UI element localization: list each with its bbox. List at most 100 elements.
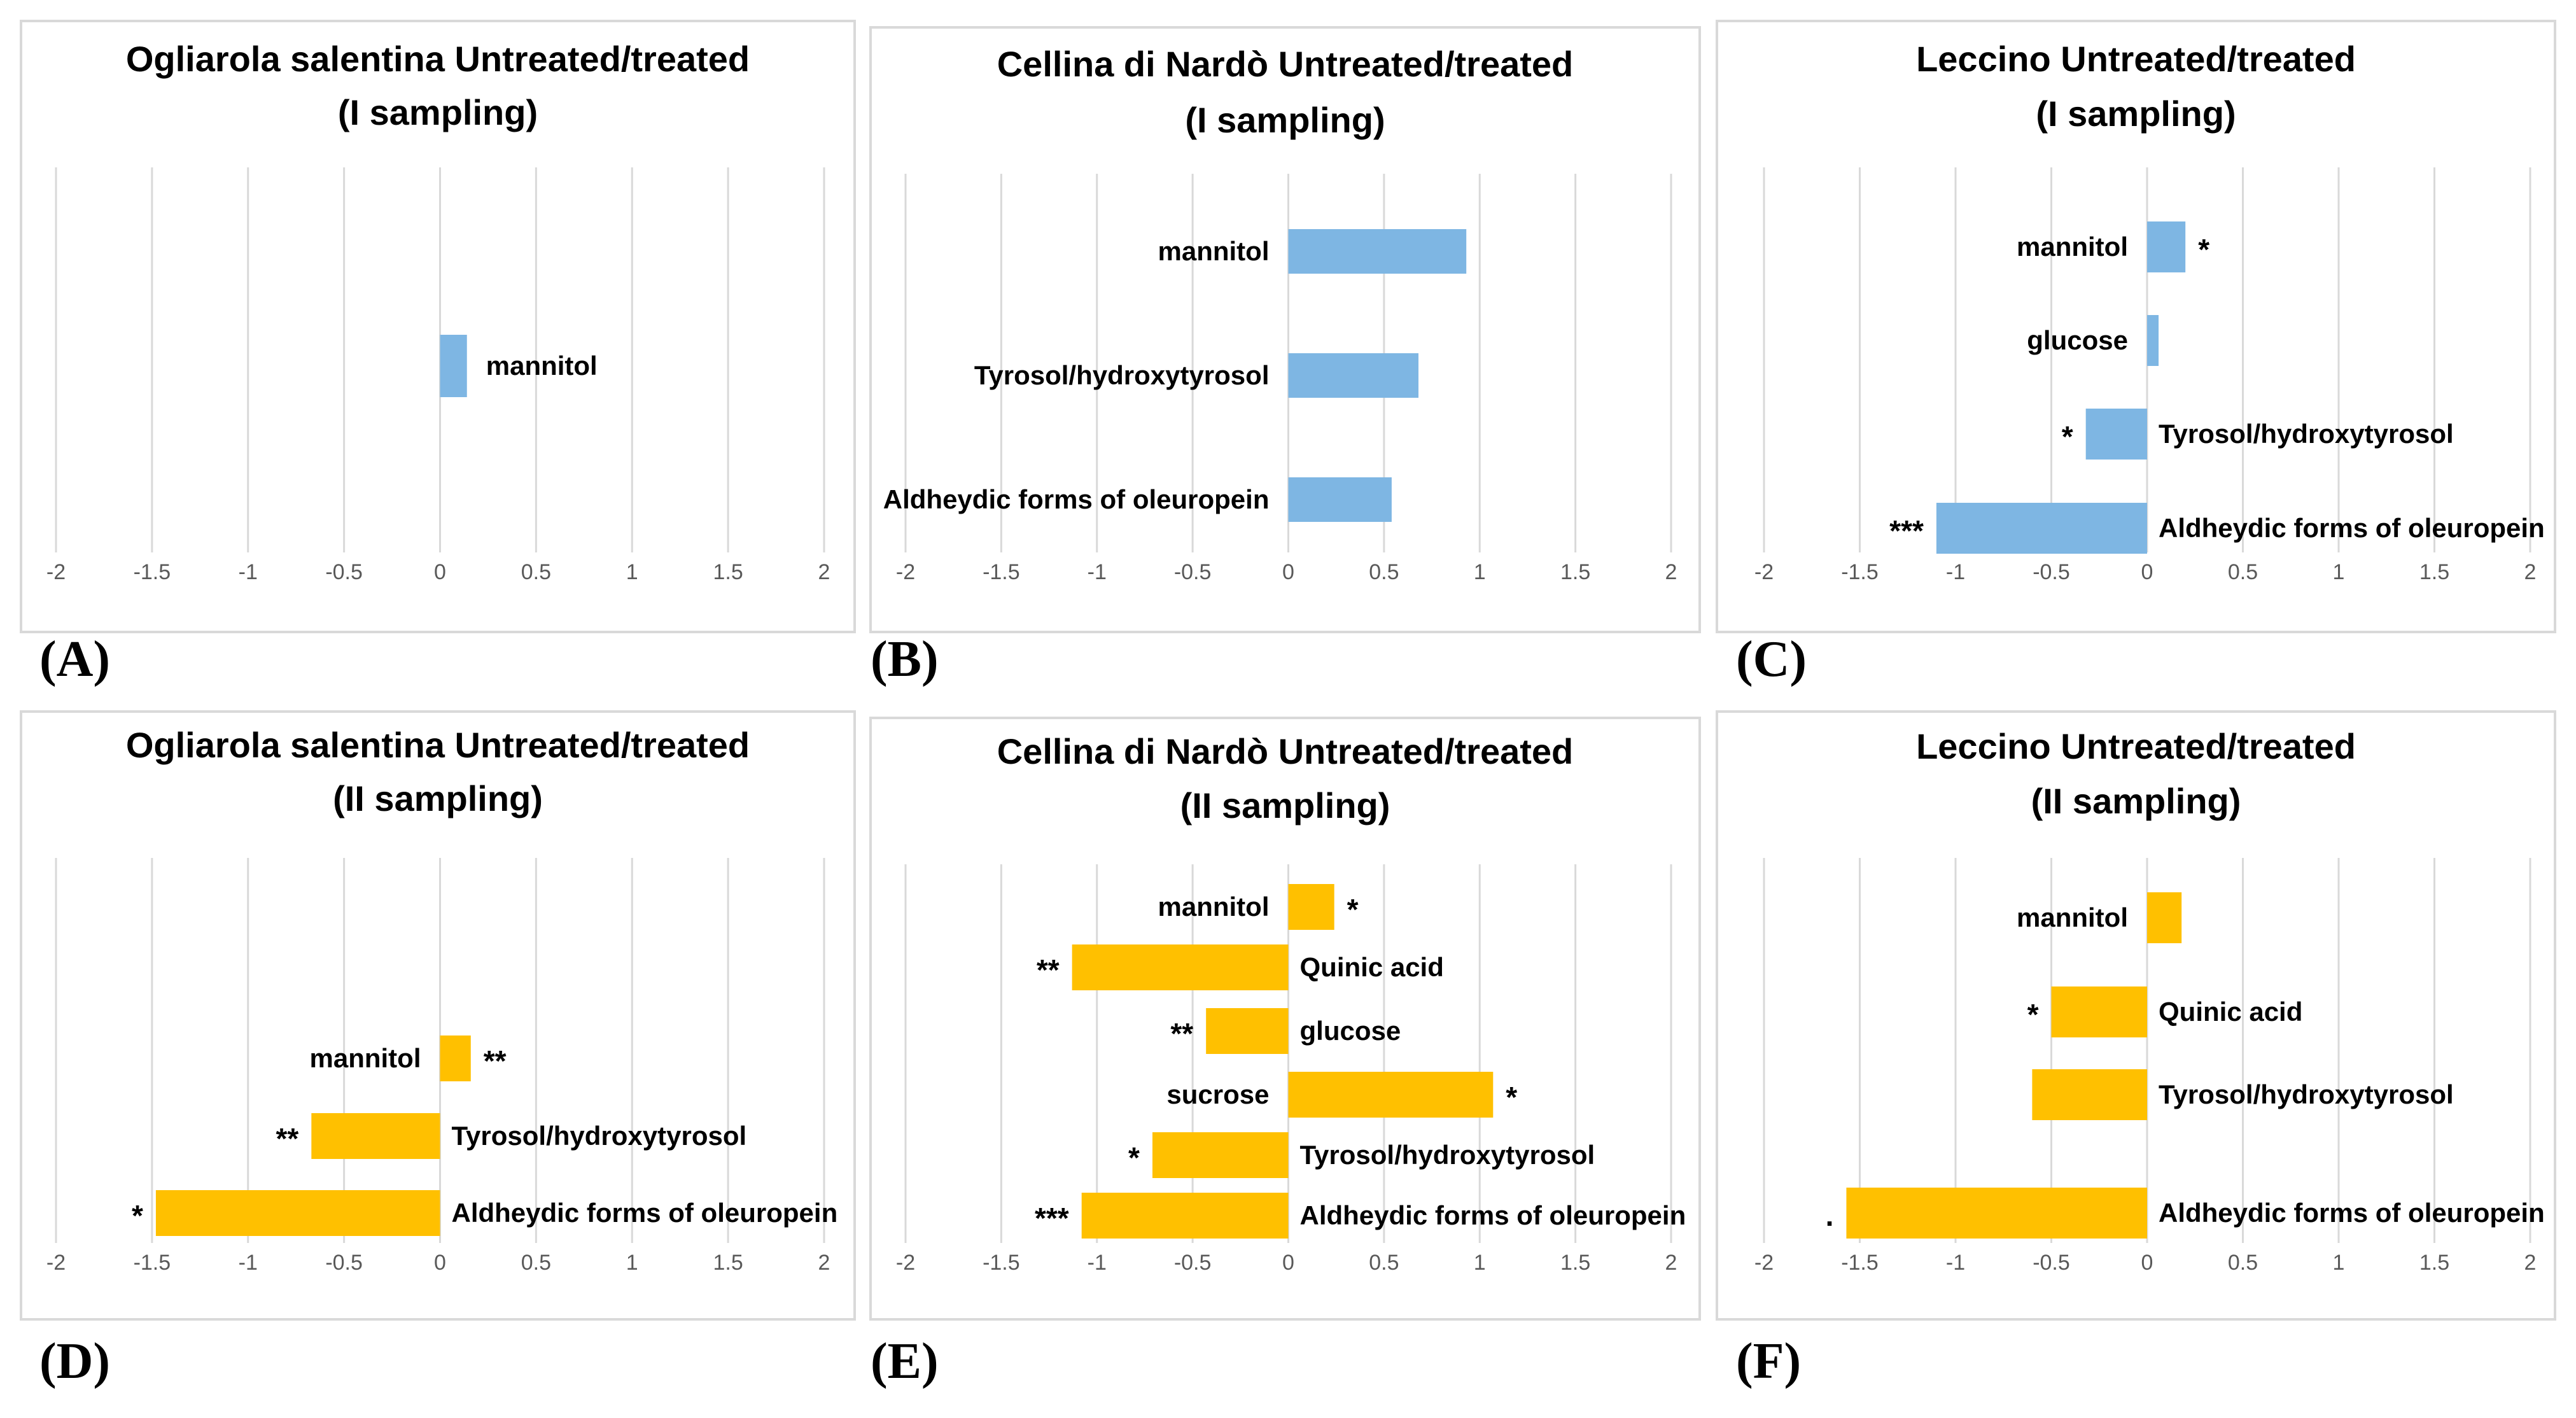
bar-category-label: mannitol: [2017, 902, 2128, 932]
x-tick-label: -1.5: [134, 1251, 171, 1275]
chart-title: Ogliarola salentina Untreated/treated: [126, 39, 750, 79]
bar: [440, 335, 467, 397]
significance-marker: *: [2027, 998, 2039, 1031]
x-tick-label: -1: [1088, 560, 1107, 584]
x-tick-label: 2: [1665, 1251, 1677, 1275]
significance-marker: **: [1170, 1017, 1193, 1050]
bar-category-label: mannitol: [486, 351, 598, 381]
bar-category-label: Aldheydic forms of oleuropein: [452, 1198, 838, 1228]
x-tick-label: -1.5: [1841, 1251, 1879, 1275]
x-tick-label: 0.5: [521, 560, 551, 584]
x-tick-label: 1: [626, 560, 638, 584]
bar-category-label: Aldheydic forms of oleuropein: [1300, 1200, 1686, 1230]
chart-title: Ogliarola salentina Untreated/treated: [126, 725, 750, 765]
bar: [1152, 1132, 1289, 1178]
x-tick-label: 1.5: [1560, 1251, 1590, 1275]
bar-category-label: glucose: [1300, 1016, 1401, 1046]
chart-subtitle: (I sampling): [338, 92, 538, 132]
x-tick-label: 0: [1282, 1251, 1294, 1275]
x-tick-label: 1: [1474, 1251, 1486, 1275]
chart-subtitle: (II sampling): [333, 778, 543, 818]
significance-marker: *: [1128, 1141, 1140, 1174]
x-tick-label: 0: [1282, 560, 1294, 584]
bar-category-label: Tyrosol/hydroxytyrosol: [1300, 1140, 1595, 1170]
x-tick-label: -2: [896, 560, 915, 584]
x-tick-label: -2: [46, 1251, 66, 1275]
significance-marker: *: [1347, 893, 1359, 926]
x-tick-label: 0: [2141, 560, 2153, 584]
significance-marker: *: [2198, 233, 2209, 266]
chart-title: Cellina di Nardò Untreated/treated: [997, 44, 1574, 84]
bar-category-label: Quinic acid: [2159, 997, 2302, 1027]
significance-marker: .: [1826, 1199, 1834, 1232]
bar: [1288, 229, 1467, 274]
bar-category-label: Tyrosol/hydroxytyrosol: [452, 1121, 747, 1151]
bar-category-label: Aldheydic forms of oleuropein: [2159, 513, 2545, 543]
significance-marker: *: [132, 1199, 143, 1232]
x-tick-label: -0.5: [325, 1251, 363, 1275]
bar-category-label: sucrose: [1166, 1079, 1269, 1109]
x-tick-label: 2: [818, 1251, 830, 1275]
significance-marker: **: [484, 1044, 507, 1078]
bar-category-label: Aldheydic forms of oleuropein: [2159, 1198, 2545, 1228]
x-tick-label: 0.5: [2228, 560, 2258, 584]
x-tick-label: 2: [1665, 560, 1677, 584]
x-tick-label: -2: [896, 1251, 915, 1275]
panel-label: (A): [39, 631, 110, 687]
x-tick-label: -1: [239, 1251, 258, 1275]
x-tick-label: 0.5: [2228, 1251, 2258, 1275]
x-tick-label: -1.5: [983, 560, 1020, 584]
bar: [1288, 884, 1334, 930]
panel-label: (D): [39, 1333, 110, 1389]
significance-marker: *: [2062, 420, 2073, 453]
bar-category-label: Tyrosol/hydroxytyrosol: [974, 360, 1270, 390]
x-tick-label: -1.5: [134, 560, 171, 584]
bar-category-label: mannitol: [2017, 232, 2128, 262]
panel-label: (B): [871, 631, 939, 687]
x-tick-label: 0: [434, 1251, 446, 1275]
x-tick-label: 0: [434, 560, 446, 584]
bar: [1936, 503, 2147, 554]
bar-category-label: Tyrosol/hydroxytyrosol: [2159, 1079, 2454, 1109]
bar: [1288, 353, 1419, 398]
x-tick-label: -1.5: [1841, 560, 1879, 584]
bar: [1288, 477, 1392, 522]
bar-category-label: Quinic acid: [1300, 952, 1444, 982]
x-tick-label: 1: [2333, 1251, 2345, 1275]
bar: [1072, 944, 1289, 990]
bar: [2147, 315, 2159, 366]
panel-label: (F): [1736, 1333, 1801, 1389]
chart-title: Cellina di Nardò Untreated/treated: [997, 731, 1574, 771]
x-tick-label: -0.5: [1174, 560, 1212, 584]
chart-panel-4: -2 -1.5 -1 -0.5 0 0.5 1 1.5 2 Ogliarola salentina…: [20, 710, 856, 1389]
significance-marker: **: [1037, 953, 1060, 986]
bar: [1206, 1008, 1289, 1054]
chart-subtitle: (I sampling): [2036, 94, 2236, 134]
bar-category-label: mannitol: [310, 1043, 421, 1073]
bar: [2147, 221, 2186, 272]
panel-label: (E): [871, 1333, 939, 1389]
x-tick-label: 1: [1474, 560, 1486, 584]
x-tick-label: 1.5: [2419, 1251, 2449, 1275]
bar-category-label: Tyrosol/hydroxytyrosol: [2159, 419, 2454, 449]
x-tick-label: 0.5: [521, 1251, 551, 1275]
x-tick-label: -2: [1754, 1251, 1774, 1275]
significance-marker: **: [276, 1122, 299, 1155]
bar-category-label: Aldheydic forms of oleuropein: [883, 484, 1270, 514]
bar: [2085, 409, 2147, 460]
chart-subtitle: (I sampling): [1185, 100, 1385, 140]
bar-category-label: mannitol: [1158, 892, 1270, 922]
chart-title: Leccino Untreated/treated: [1916, 39, 2356, 79]
x-tick-label: 2: [818, 560, 830, 584]
x-tick-label: -1: [1946, 560, 1965, 584]
x-tick-label: -2: [46, 560, 66, 584]
x-tick-label: 2: [2524, 560, 2537, 584]
x-tick-label: -1: [1946, 1251, 1965, 1275]
chart-panel-1: -2 -1.5 -1 -0.5 0 0.5 1 1.5 2 Ogliarola salentina…: [20, 20, 856, 687]
panel-label: (C): [1736, 631, 1807, 687]
chart-panel-3: -2 -1.5 -1 -0.5 0 0.5 1 1.5 2 Leccino Untreated/t…: [1716, 20, 2556, 687]
x-tick-label: -1: [1088, 1251, 1107, 1275]
x-tick-label: -2: [1754, 560, 1774, 584]
chart-title: Leccino Untreated/treated: [1916, 726, 2356, 766]
